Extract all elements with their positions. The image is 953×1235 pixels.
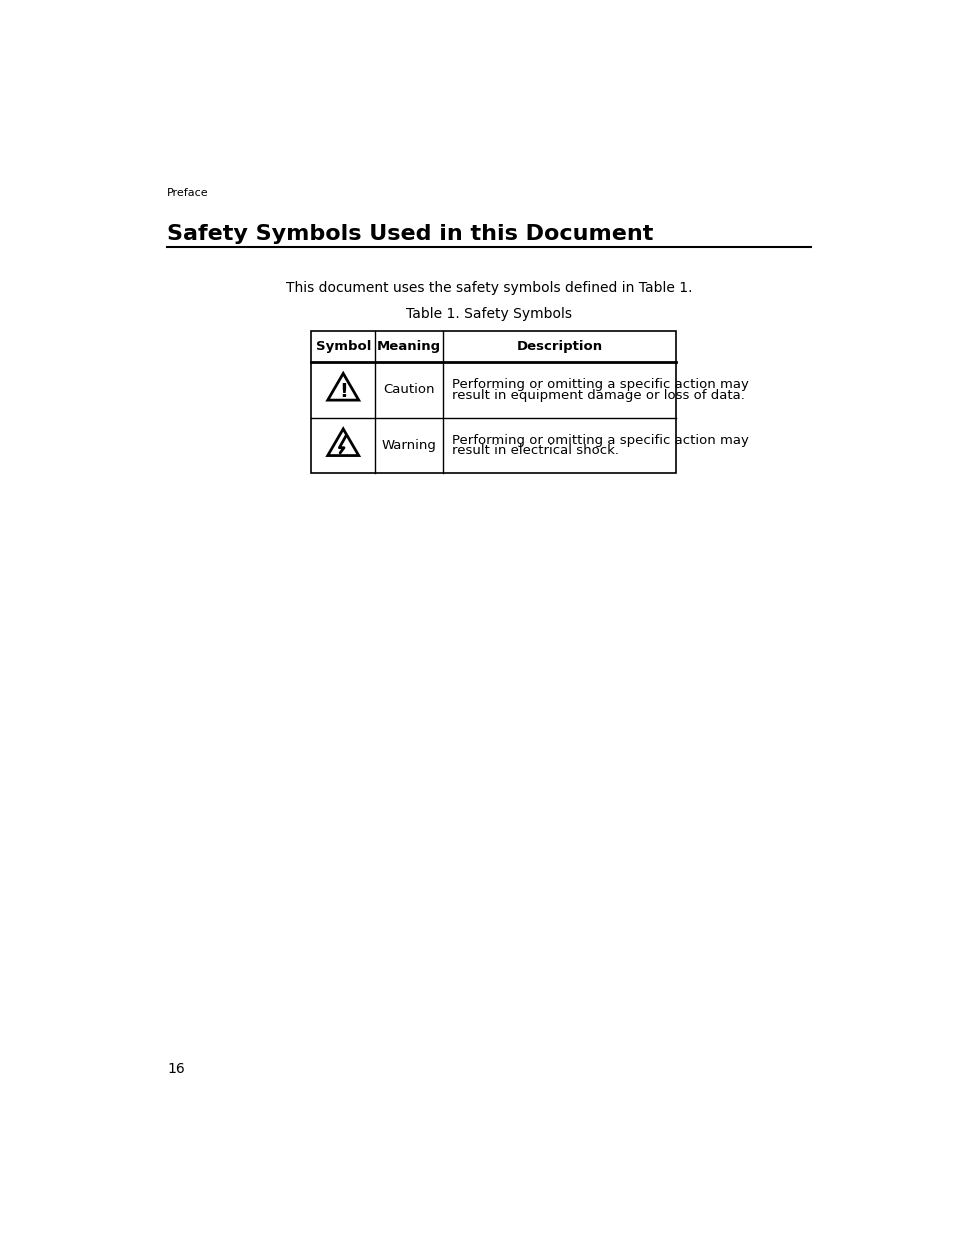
Text: Table 1. Safety Symbols: Table 1. Safety Symbols bbox=[405, 306, 572, 321]
Polygon shape bbox=[328, 373, 358, 400]
Bar bbox=[311, 331, 675, 473]
Text: !: ! bbox=[338, 382, 347, 401]
Text: Safety Symbols Used in this Document: Safety Symbols Used in this Document bbox=[167, 224, 653, 243]
Text: Performing or omitting a specific action may: Performing or omitting a specific action… bbox=[452, 433, 749, 447]
Text: result in electrical shock.: result in electrical shock. bbox=[452, 445, 618, 457]
Text: 16: 16 bbox=[167, 1062, 185, 1076]
Text: Performing or omitting a specific action may: Performing or omitting a specific action… bbox=[452, 378, 749, 391]
Text: Caution: Caution bbox=[383, 384, 435, 396]
Text: Symbol: Symbol bbox=[315, 341, 371, 353]
Text: Preface: Preface bbox=[167, 188, 209, 199]
Polygon shape bbox=[328, 429, 358, 456]
Text: This document uses the safety symbols defined in Table 1.: This document uses the safety symbols de… bbox=[285, 280, 692, 295]
Text: Meaning: Meaning bbox=[376, 341, 440, 353]
Text: result in equipment damage or loss of data.: result in equipment damage or loss of da… bbox=[452, 389, 744, 401]
Text: Description: Description bbox=[516, 341, 602, 353]
Text: Warning: Warning bbox=[381, 438, 436, 452]
